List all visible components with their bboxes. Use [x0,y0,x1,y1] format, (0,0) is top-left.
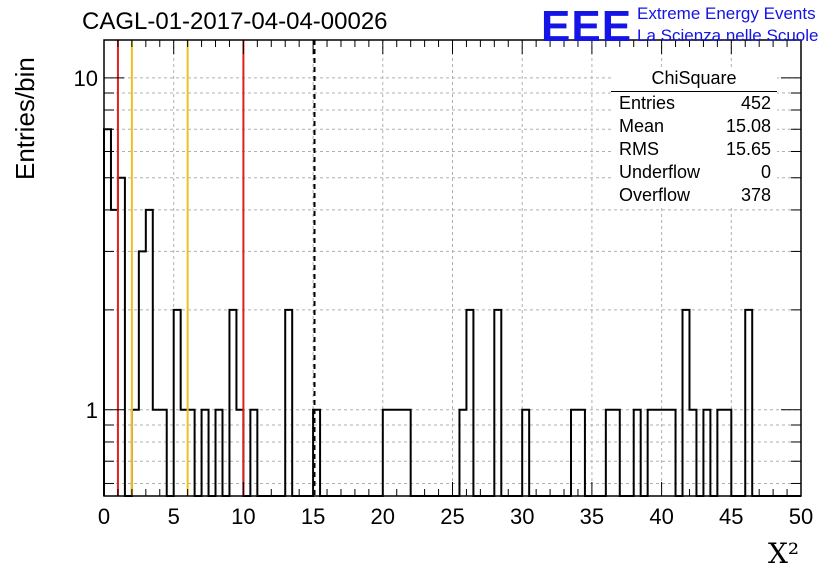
stats-label: RMS [619,139,659,159]
eee-logo: EEE [541,2,633,51]
stats-value: 0 [760,162,771,182]
chart-title: CAGL-01-2017-04-04-00026 [82,8,388,35]
stats-label: Entries [619,93,676,113]
logo-line1: Extreme Energy Events [637,4,816,23]
histogram-bar [174,310,181,496]
histogram-bar [118,178,125,496]
x-tick-label: 10 [231,504,255,529]
stats-label: Underflow [619,162,701,182]
stats-row-underflow: Underflow 0 [611,162,777,185]
stats-value: 15.65 [725,139,771,159]
stats-row-rms: RMS 15.65 [611,139,777,162]
x-tick-label: 5 [168,504,180,529]
x-tick-label: 45 [719,504,743,529]
stats-value: 15.08 [725,116,771,136]
x-tick-label: 50 [789,504,813,529]
y-tick-label: 1 [86,398,98,423]
y-axis-label: Entries/bin [10,57,40,180]
histogram-bar [285,310,292,496]
y-tick-label: 10 [74,66,98,91]
stats-row-entries: Entries 452 [611,93,777,116]
stats-box: ChiSquare Entries 452 Mean 15.08 RMS 15.… [611,68,777,208]
stats-label: Overflow [619,185,691,205]
x-tick-label: 20 [371,504,395,529]
histogram-bar [466,310,473,496]
histogram-bar [146,210,153,496]
logo-line2: La Scienza nelle Scuole [637,26,819,45]
histogram-bar [229,310,236,496]
histogram-bar [494,310,501,496]
x-tick-label: 25 [440,504,464,529]
stats-value: 452 [740,93,771,113]
x-tick-label: 0 [98,504,110,529]
x-axis-label: X² [768,537,800,570]
stats-value: 378 [740,185,771,205]
stats-row-overflow: Overflow 378 [611,185,777,208]
histogram-bar [139,251,146,496]
stats-title: ChiSquare [611,68,777,92]
stats-label: Mean [619,116,665,136]
histogram-bar [745,310,752,496]
x-tick-label: 15 [301,504,325,529]
x-tick-label: 30 [510,504,534,529]
x-tick-label: 35 [580,504,604,529]
x-tick-label: 40 [649,504,673,529]
histogram-bar [683,310,690,496]
stats-row-mean: Mean 15.08 [611,116,777,139]
histogram-bar [111,210,118,496]
histogram-bar [104,129,111,496]
